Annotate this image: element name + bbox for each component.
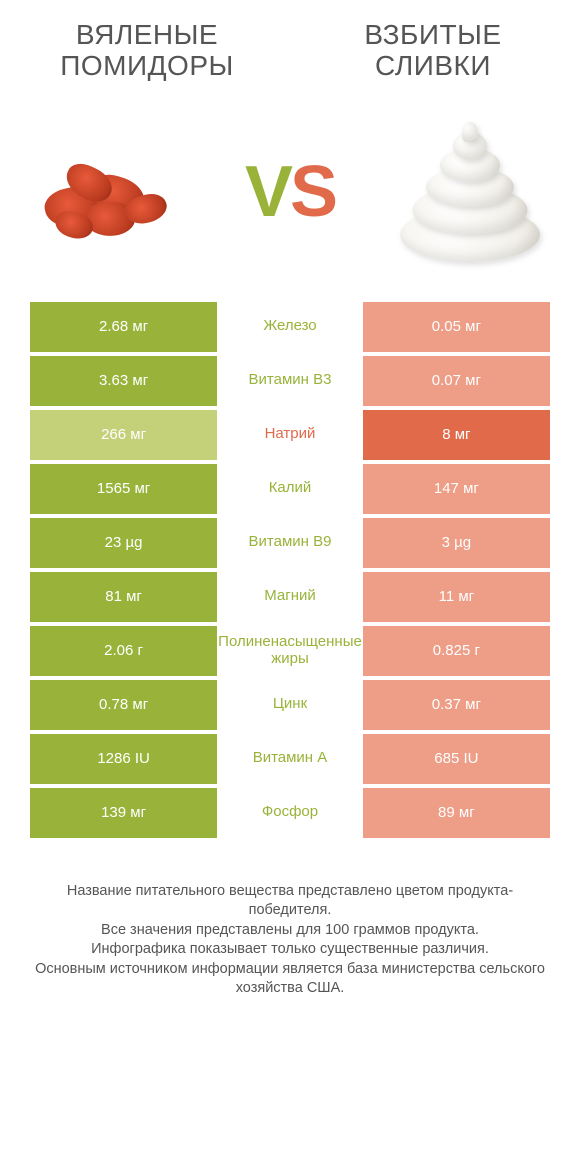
nutrient-row: 23 µgВитамин B93 µg [30, 518, 550, 568]
left-value-cell: 139 мг [30, 788, 217, 838]
right-value-cell: 0.07 мг [363, 356, 550, 406]
left-value-cell: 23 µg [30, 518, 217, 568]
whipped-cream-icon [395, 122, 545, 262]
vs-s: S [290, 152, 335, 232]
nutrient-label: Фосфор [217, 788, 363, 838]
right-value-cell: 147 мг [363, 464, 550, 514]
hero-row: VS [0, 92, 580, 302]
nutrient-row: 0.78 мгЦинк0.37 мг [30, 680, 550, 730]
sun-dried-tomato-icon [35, 137, 185, 247]
left-value-cell: 2.68 мг [30, 302, 217, 352]
nutrient-label: Витамин B3 [217, 356, 363, 406]
right-value-cell: 0.05 мг [363, 302, 550, 352]
nutrient-row: 81 мгМагний11 мг [30, 572, 550, 622]
right-value-cell: 8 мг [363, 410, 550, 460]
footer-notes: Название питательного вещества представл… [0, 842, 580, 999]
nutrient-label: Железо [217, 302, 363, 352]
vs-v: V [245, 152, 290, 232]
left-value-cell: 81 мг [30, 572, 217, 622]
footer-line: Основным источником информации является … [30, 960, 550, 999]
left-value-cell: 1286 IU [30, 734, 217, 784]
nutrient-label: Цинк [217, 680, 363, 730]
right-value-cell: 685 IU [363, 734, 550, 784]
nutrient-label: Полиненасыщенные жиры [217, 626, 363, 676]
footer-line: Название питательного вещества представл… [30, 882, 550, 921]
nutrient-label: Магний [217, 572, 363, 622]
right-value-cell: 0.37 мг [363, 680, 550, 730]
left-value-cell: 2.06 г [30, 626, 217, 676]
nutrient-label: Витамин B9 [217, 518, 363, 568]
nutrient-row: 2.06 гПолиненасыщенные жиры0.825 г [30, 626, 550, 676]
nutrient-row: 3.63 мгВитамин B30.07 мг [30, 356, 550, 406]
right-value-cell: 0.825 г [363, 626, 550, 676]
right-product-image [390, 112, 550, 272]
nutrient-label: Натрий [217, 410, 363, 460]
nutrient-label: Витамин A [217, 734, 363, 784]
left-product-title: ВЯЛЕНЫЕ ПОМИДОРЫ [30, 20, 264, 82]
nutrient-row: 266 мгНатрий8 мг [30, 410, 550, 460]
nutrient-row: 1286 IUВитамин A685 IU [30, 734, 550, 784]
left-value-cell: 1565 мг [30, 464, 217, 514]
nutrient-row: 139 мгФосфор89 мг [30, 788, 550, 838]
left-value-cell: 3.63 мг [30, 356, 217, 406]
vs-label: VS [245, 156, 335, 228]
left-value-cell: 0.78 мг [30, 680, 217, 730]
right-product-title: ВЗБИТЫЕ СЛИВКИ [316, 20, 550, 82]
footer-line: Все значения представлены для 100 граммо… [30, 921, 550, 941]
header: ВЯЛЕНЫЕ ПОМИДОРЫ ВЗБИТЫЕ СЛИВКИ [0, 0, 580, 92]
nutrient-label: Калий [217, 464, 363, 514]
right-value-cell: 3 µg [363, 518, 550, 568]
right-value-cell: 89 мг [363, 788, 550, 838]
right-value-cell: 11 мг [363, 572, 550, 622]
comparison-table: 2.68 мгЖелезо0.05 мг3.63 мгВитамин B30.0… [0, 302, 580, 838]
nutrient-row: 1565 мгКалий147 мг [30, 464, 550, 514]
left-product-image [30, 112, 190, 272]
nutrient-row: 2.68 мгЖелезо0.05 мг [30, 302, 550, 352]
left-value-cell: 266 мг [30, 410, 217, 460]
footer-line: Инфографика показывает только существенн… [30, 940, 550, 960]
